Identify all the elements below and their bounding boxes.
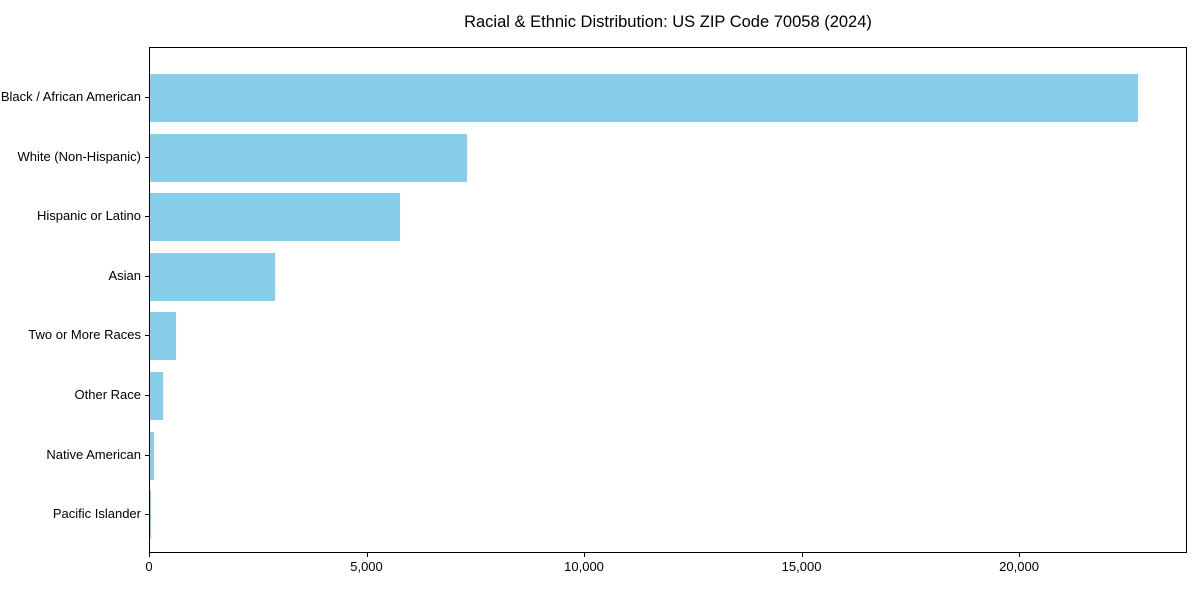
bar (150, 431, 154, 480)
chart-title: Racial & Ethnic Distribution: US ZIP Cod… (464, 13, 872, 31)
y-tick-mark (145, 395, 149, 396)
x-tick-mark (584, 553, 586, 557)
y-tick-label: Hispanic or Latino (36, 208, 141, 224)
y-tick-mark (145, 156, 149, 158)
x-tick-mark (801, 553, 803, 557)
bar (150, 252, 275, 301)
x-tick-label: 5,000 (350, 559, 383, 574)
y-tick-mark (145, 97, 149, 98)
plot-area (149, 47, 1187, 553)
y-tick-mark (145, 514, 149, 516)
y-tick-label: Black / African American (0, 89, 141, 104)
y-tick-label: Other Race (74, 387, 141, 402)
y-tick-mark (145, 335, 149, 337)
x-tick-mark (149, 553, 150, 557)
y-tick-label: Pacific Islander (52, 506, 141, 522)
y-tick-mark (145, 216, 149, 218)
y-tick-mark (145, 275, 149, 277)
y-tick-label: Asian (108, 267, 141, 283)
x-tick-label: 10,000 (564, 559, 604, 574)
x-tick-label: 0 (145, 559, 153, 574)
bar (150, 193, 401, 242)
y-tick-label: Two or More Races (28, 327, 141, 343)
x-tick-label: 15,000 (781, 559, 822, 574)
bar (150, 372, 163, 420)
y-tick-label: Native American (46, 446, 141, 462)
bar (150, 312, 177, 361)
x-tick-mark (366, 553, 368, 557)
bar (150, 74, 1138, 122)
x-tick-label: 20,000 (999, 559, 1039, 574)
y-tick-label: White (Non-Hispanic) (17, 148, 141, 164)
y-tick-mark (145, 454, 149, 456)
bar (150, 133, 468, 182)
x-tick-mark (1019, 553, 1021, 557)
